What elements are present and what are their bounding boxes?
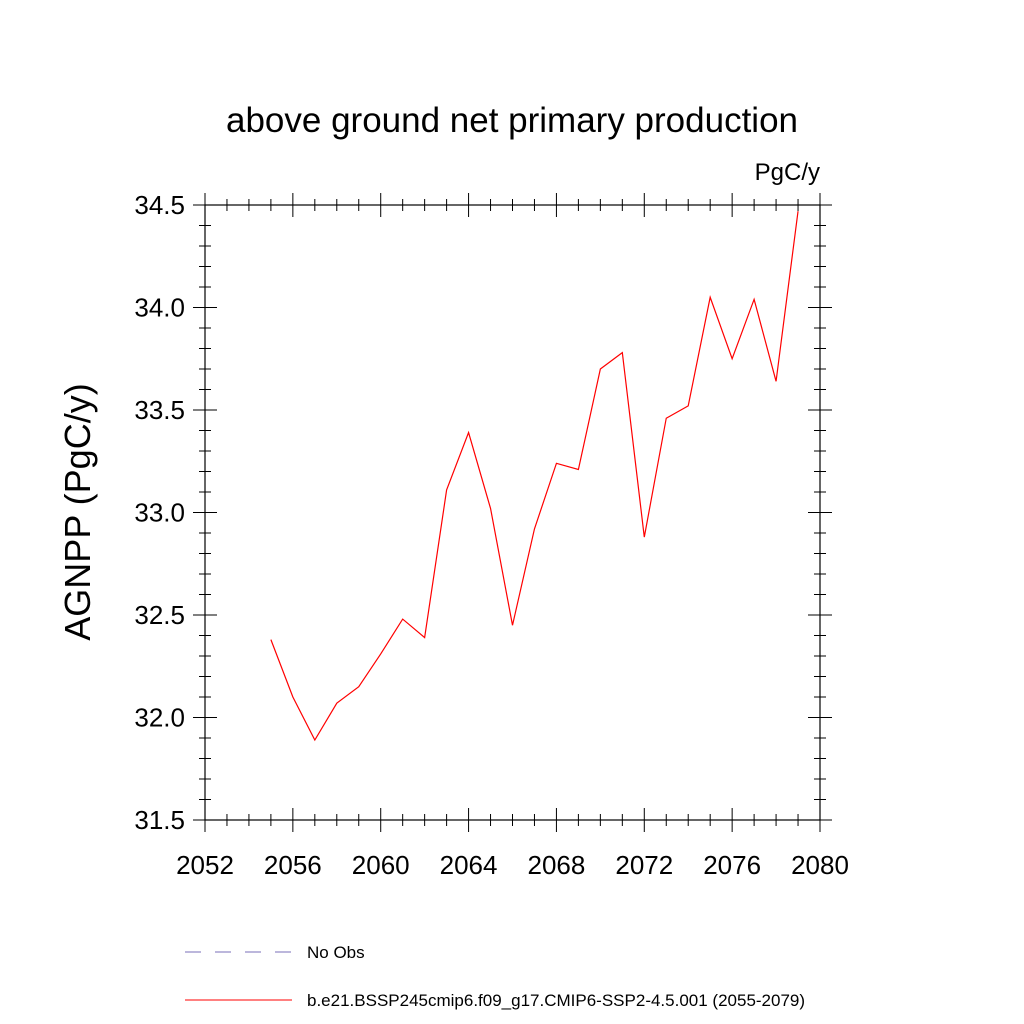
legend: No Obs b.e21.BSSP245cmip6.f09_g17.CMIP6-S… (185, 943, 805, 1010)
plot-frame (204, 204, 821, 821)
x-tick-label: 2052 (176, 850, 234, 880)
y-tick-label: 31.5 (134, 805, 185, 835)
x-tick-label: 2064 (440, 850, 498, 880)
x-tick-label: 2080 (791, 850, 849, 880)
x-tick-label: 2068 (528, 850, 586, 880)
y-tick-label: 32.0 (134, 703, 185, 733)
y-tick-label: 33.5 (134, 395, 185, 425)
series-line (270, 211, 799, 742)
y-tick-label: 32.5 (134, 600, 185, 630)
series-layer (270, 211, 799, 742)
y-tick-label: 33.0 (134, 498, 185, 528)
legend-label: b.e21.BSSP245cmip6.f09_g17.CMIP6-SSP2-4.… (307, 991, 805, 1010)
axis-ticks (193, 193, 832, 832)
x-tick-label: 2076 (703, 850, 761, 880)
units-label: PgC/y (755, 159, 820, 186)
y-axis-label: AGNPP (PgC/y) (57, 383, 98, 640)
y-tick-label: 34.5 (134, 190, 185, 220)
chart-title: above ground net primary production (226, 101, 798, 140)
x-tick-label: 2072 (615, 850, 673, 880)
x-tick-label: 2056 (264, 850, 322, 880)
x-tick-label: 2060 (352, 850, 410, 880)
legend-label: No Obs (307, 943, 365, 962)
tick-labels: 2052 2056 2060 2064 2068 2072 2076 2080 31.5 32.0… (134, 190, 849, 880)
y-tick-label: 34.0 (134, 293, 185, 323)
